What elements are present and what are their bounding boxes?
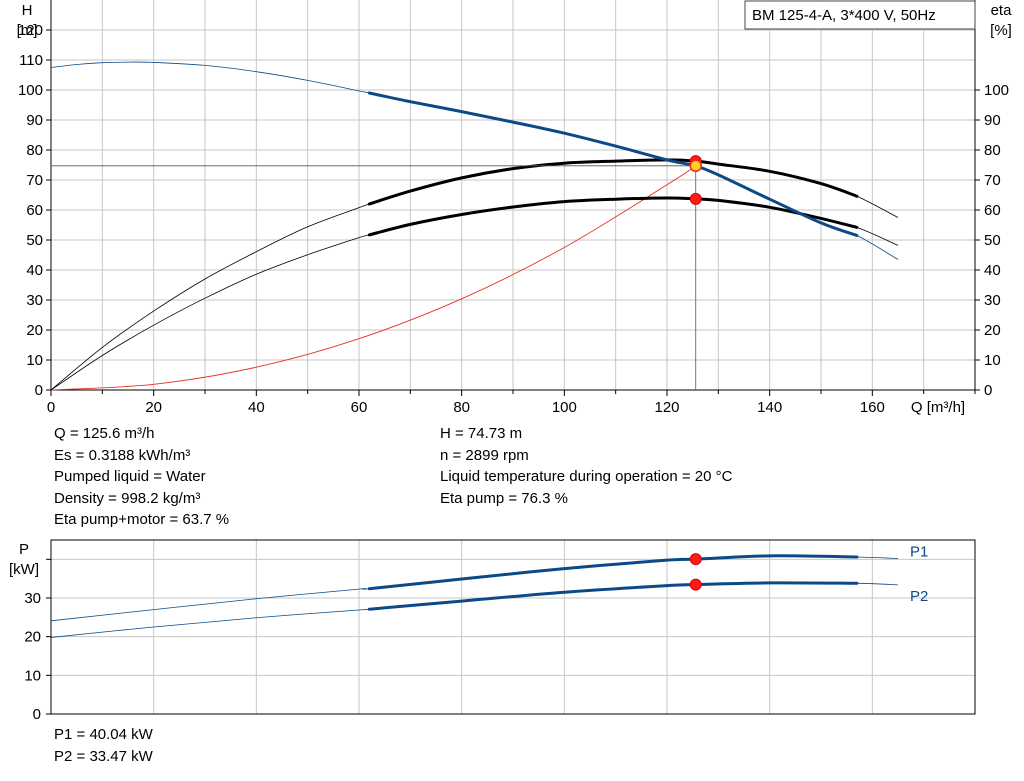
y2-axis-label-unit: [%]	[990, 22, 1012, 39]
y-tick-label: 30	[26, 292, 43, 309]
x-axis-label: Q [m³/h]	[911, 399, 965, 416]
x-tick-label: 60	[351, 399, 368, 416]
info-eta-pump-motor: Eta pump+motor = 63.7 %	[54, 511, 230, 528]
duty-info-right: H = 74.73 m n = 2899 rpm Liquid temperat…	[440, 423, 732, 509]
power-y-tick-label: 0	[33, 706, 41, 723]
eta-pump-operating-range-curve	[367, 158, 859, 206]
y2-tick-label: 40	[984, 262, 1001, 279]
series-label-p2: P2	[910, 588, 928, 605]
x-tick-label: 40	[248, 399, 265, 416]
x-tick-label: 120	[654, 399, 679, 416]
p1-operating-range-curve	[367, 554, 859, 591]
y2-tick-label: 60	[984, 202, 1001, 219]
power-plot-frame	[50, 539, 976, 715]
system-curve-curve	[50, 165, 696, 391]
y-tick-label: 120	[18, 22, 43, 39]
y-tick-label: 100	[18, 82, 43, 99]
power-point-marker	[689, 578, 702, 591]
y2-tick-label: 100	[984, 82, 1009, 99]
y-tick-label: 20	[26, 322, 43, 339]
power-chart: 0 10 20 30 P [kW] P1 P2	[9, 539, 976, 723]
y-tick-label: 110	[19, 52, 43, 69]
power-y-tick-label: 20	[24, 629, 41, 646]
power-axis-label-name: P	[19, 541, 29, 558]
y2-tick-label: 90	[984, 112, 1001, 129]
series-label-p1: P1	[910, 544, 928, 561]
power-info: P1 = 40.04 kW P2 = 33.47 kW	[54, 724, 153, 767]
y2-tick-label: 30	[984, 292, 1001, 309]
y2-tick-label: 50	[984, 232, 1001, 249]
info-specific-energy: Es = 0.3188 kWh/m³	[54, 446, 191, 464]
y2-tick-label: 10	[984, 352, 1001, 369]
x-tick-label: 0	[47, 399, 55, 416]
h-operating-range-curve	[367, 91, 859, 237]
y2-tick-label: 0	[984, 382, 992, 399]
y-axis-label-name: H	[22, 2, 33, 19]
y-tick-label: 60	[26, 202, 43, 219]
y-tick-label: 40	[26, 262, 43, 279]
chart-title-box	[744, 0, 976, 30]
power-y-tick-label: 10	[24, 667, 41, 684]
info-head: H = 74.73 m	[440, 425, 523, 442]
y-axis-label-unit: [m]	[17, 22, 38, 39]
y-tick-label: 50	[26, 232, 43, 249]
chart-title: BM 125-4-A, 3*400 V, 50Hz	[752, 7, 936, 24]
x-tick-label: 160	[860, 399, 885, 416]
power-plot-area	[51, 540, 975, 714]
eta-pump-motor-operating-range-curve	[367, 196, 859, 237]
head-efficiency-chart: 0 20 40 60 80 100 120 140 1600102030405060708090…	[17, 0, 1013, 416]
y2-tick-label: 80	[984, 142, 1001, 159]
p2-operating-range-curve	[367, 581, 859, 611]
info-speed: n = 2899 rpm	[440, 446, 529, 464]
y2-tick-label: 20	[984, 322, 1001, 339]
y-tick-label: 80	[26, 142, 43, 159]
y2-axis-label-name: eta	[991, 2, 1013, 19]
x-tick-label: 140	[757, 399, 782, 416]
info-eta-pump: Eta pump = 76.3 %	[440, 489, 568, 507]
info-density: Density = 998.2 kg/m³	[54, 489, 201, 507]
duty-point-marker	[689, 159, 702, 173]
info-p1: P1 = 40.04 kW	[54, 726, 153, 743]
y-tick-label: 70	[26, 172, 43, 189]
power-y-tick-label: 30	[24, 590, 41, 607]
info-pumped-liquid: Pumped liquid = Water	[54, 468, 206, 485]
x-tick-label: 100	[552, 399, 577, 416]
info-flow: Q = 125.6 m³/h	[54, 425, 155, 442]
x-tick-label: 80	[453, 399, 470, 416]
y2-tick-label: 70	[984, 172, 1001, 189]
efficiency-point-marker	[689, 192, 702, 205]
x-tick-label: 20	[145, 399, 162, 416]
duty-info-left: Q = 125.6 m³/h Es = 0.3188 kWh/m³ Pumped…	[54, 423, 229, 531]
y-tick-label: 90	[26, 112, 43, 129]
y-tick-label: 10	[26, 352, 43, 369]
y-tick-label: 0	[35, 382, 43, 399]
power-axis-label-unit: [kW]	[9, 561, 39, 578]
info-liquid-temperature: Liquid temperature during operation = 20…	[440, 468, 733, 485]
info-p2: P2 = 33.47 kW	[54, 747, 153, 765]
power-point-marker	[689, 553, 702, 566]
